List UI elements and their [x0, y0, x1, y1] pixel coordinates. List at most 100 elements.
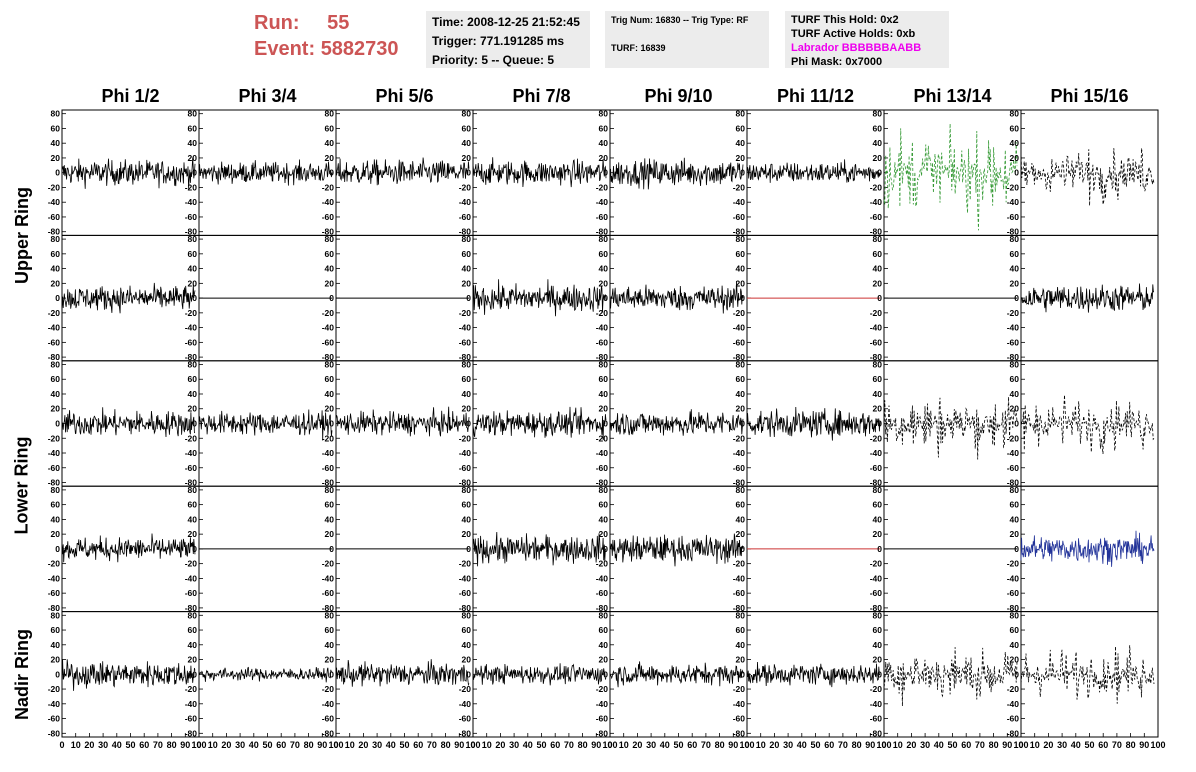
y-tick-label: 0: [466, 544, 471, 554]
y-tick-label: 40: [1010, 514, 1020, 524]
y-tick-label: 80: [462, 109, 472, 119]
x-tick-label: 30: [235, 740, 245, 750]
y-tick-label: 0: [740, 293, 745, 303]
y-tick-label: 80: [599, 610, 609, 620]
y-tick-label: 60: [188, 249, 198, 259]
y-tick-label: 60: [188, 625, 198, 635]
x-tick-label: 100: [328, 740, 343, 750]
x-tick-label: 80: [852, 740, 862, 750]
y-tick-label: 20: [325, 153, 335, 163]
y-tick-label: -80: [1007, 352, 1020, 362]
y-tick-label: 0: [603, 669, 608, 679]
x-tick-label: 90: [1002, 740, 1012, 750]
x-tick-label: 10: [345, 740, 355, 750]
y-tick-label: -80: [596, 728, 609, 738]
waveform-trace: [61, 157, 196, 189]
x-tick-label: 0: [196, 740, 201, 750]
y-tick-label: 60: [325, 249, 335, 259]
y-tick-label: 0: [466, 293, 471, 303]
y-tick-label: 60: [1010, 249, 1020, 259]
run-event-block: Run: 55 Event: 5882730: [254, 10, 399, 62]
y-tick-label: -60: [870, 714, 883, 724]
y-tick-label: 40: [462, 640, 472, 650]
y-tick-label: 80: [873, 359, 883, 369]
y-tick-label: 20: [873, 655, 883, 665]
y-tick-label: -40: [459, 323, 472, 333]
y-tick-label: 80: [1010, 359, 1020, 369]
x-tick-label: 0: [59, 740, 64, 750]
y-tick-label: -20: [322, 559, 335, 569]
y-tick-label: -20: [185, 433, 198, 443]
y-tick-label: -40: [322, 699, 335, 709]
x-tick-label: 80: [167, 740, 177, 750]
y-tick-label: 80: [736, 109, 746, 119]
x-tick-label: 80: [441, 740, 451, 750]
time-text: Time: 2008-12-25 21:52:45: [432, 15, 580, 29]
y-tick-label: -60: [596, 212, 609, 222]
x-tick-label: 90: [865, 740, 875, 750]
y-tick-label: 80: [51, 109, 61, 119]
y-tick-label: 80: [188, 359, 198, 369]
y-tick-label: 20: [599, 655, 609, 665]
x-tick-label: 60: [1098, 740, 1108, 750]
y-tick-label: -40: [733, 573, 746, 583]
x-tick-label: 0: [333, 740, 338, 750]
x-tick-label: 100: [191, 740, 206, 750]
waveform-trace: [335, 659, 470, 687]
y-tick-label: -40: [596, 197, 609, 207]
x-tick-label: 40: [523, 740, 533, 750]
y-tick-label: 60: [51, 123, 61, 133]
waveform-trace: [746, 661, 881, 688]
y-tick-label: 60: [599, 374, 609, 384]
y-tick-label: -80: [733, 478, 746, 488]
y-tick-label: 0: [55, 168, 60, 178]
x-tick-label: 70: [564, 740, 574, 750]
y-tick-label: -60: [48, 588, 61, 598]
y-tick-label: 60: [462, 374, 472, 384]
trig-num-text: Trig Num: 16830 -- Trig Type: RF: [611, 15, 749, 25]
y-tick-label: 0: [329, 544, 334, 554]
waveform-trace: [61, 282, 196, 314]
y-tick-label: 40: [599, 514, 609, 524]
phi-header-5: Phi 9/10: [644, 86, 713, 106]
y-tick-label: 40: [736, 264, 746, 274]
phi-header-6: Phi 11/12: [776, 86, 855, 106]
y-tick-label: -60: [48, 714, 61, 724]
x-tick-label: 90: [180, 740, 190, 750]
y-tick-label: 0: [877, 168, 882, 178]
x-tick-label: 10: [482, 740, 492, 750]
y-tick-label: 20: [1010, 655, 1020, 665]
y-tick-label: 80: [736, 359, 746, 369]
y-tick-label: -60: [322, 714, 335, 724]
y-tick-label: -40: [48, 323, 61, 333]
event-label: Event:: [254, 38, 316, 60]
y-tick-label: -80: [870, 227, 883, 237]
y-tick-label: 80: [462, 359, 472, 369]
y-tick-label: -40: [185, 699, 198, 709]
y-tick-label: 40: [51, 264, 61, 274]
y-tick-label: -20: [48, 559, 61, 569]
y-tick-label: -20: [48, 182, 61, 192]
panel-frame: [472, 234, 611, 362]
y-tick-label: 0: [740, 669, 745, 679]
x-tick-label: 40: [1071, 740, 1081, 750]
y-tick-label: 0: [55, 544, 60, 554]
y-tick-label: -80: [185, 728, 198, 738]
y-tick-label: 20: [462, 278, 472, 288]
y-tick-label: 80: [873, 109, 883, 119]
x-tick-label: 30: [920, 740, 930, 750]
y-tick-label: -60: [185, 714, 198, 724]
y-tick-label: 60: [325, 374, 335, 384]
y-tick-label: 40: [188, 640, 198, 650]
x-tick-label: 90: [728, 740, 738, 750]
y-tick-label: 60: [462, 249, 472, 259]
y-tick-label: -20: [733, 182, 746, 192]
y-tick-label: 80: [462, 485, 472, 495]
y-tick-label: 60: [51, 374, 61, 384]
y-tick-label: 0: [192, 293, 197, 303]
waveform-trace: [1020, 394, 1155, 455]
y-tick-label: 0: [329, 293, 334, 303]
y-tick-label: 20: [736, 153, 746, 163]
y-tick-label: -20: [1007, 308, 1020, 318]
y-tick-label: 80: [873, 610, 883, 620]
